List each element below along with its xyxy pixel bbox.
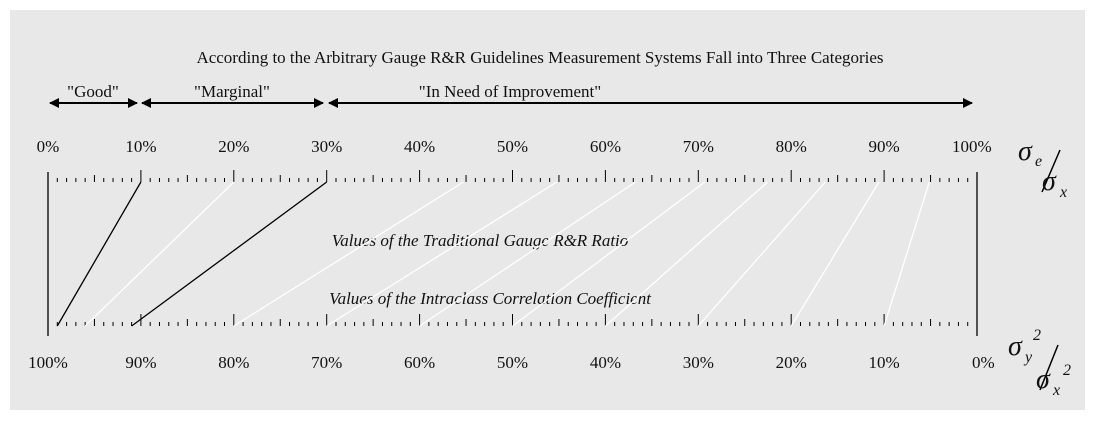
mapping-line [790,181,880,327]
mapping-line [131,181,328,327]
top-tick-label: 80% [776,137,807,156]
caption: Values of the Traditional Gauge R&R Rati… [332,231,629,250]
bottom-tick-label: 30% [683,353,714,372]
top-tick-label: 30% [311,137,342,156]
bottom-tick-label: 60% [404,353,435,372]
top-tick-label: 70% [683,137,714,156]
top-tick-label: 100% [952,137,992,156]
mapping-line [84,181,235,327]
symbol: σ [1036,364,1051,395]
bottom-symbol: σ y 2 σ x 2 [1008,327,1071,399]
symbol: σ [1042,166,1057,197]
top-tick-label: 10% [125,137,156,156]
category-label: "Marginal" [194,82,270,101]
symbol: e [1035,153,1042,170]
top-tick-label: 50% [497,137,528,156]
top-symbol: σ e σ x [1018,136,1067,201]
category-label: "Good" [67,82,119,101]
mapping-line [419,181,636,327]
top-tick-label: 40% [404,137,435,156]
fraction-slash [1039,344,1059,391]
symbol: y [1023,349,1033,366]
symbol: x [1059,184,1067,201]
top-tick-label: 90% [869,137,900,156]
bottom-tick-label: 0% [972,353,995,372]
symbol: σ [1008,331,1023,362]
scales: 0% 10% 20% 30% 40% 50% 60% 70% 80% 90% 100% 100% 90%… [28,137,995,372]
background [10,10,1085,410]
symbol: x [1052,382,1060,399]
top-tick-label: 0% [37,137,60,156]
bottom-tick-label: 90% [125,353,156,372]
top-tick-label: 60% [590,137,621,156]
bottom-tick-label: 70% [311,353,342,372]
fraction-slash [1041,149,1061,193]
bottom-tick-label: 80% [218,353,249,372]
top-tick-label: 20% [218,137,249,156]
mapping-line [326,181,558,327]
symbol: 2 [1063,362,1071,379]
mapping-line [233,181,464,327]
bottom-tick-label: 50% [497,353,528,372]
bottom-tick-label: 10% [869,353,900,372]
mapping-line [512,181,706,327]
title: According to the Arbitrary Gauge R&R Gui… [196,48,883,67]
symbol: 2 [1033,327,1041,344]
symbol: σ [1018,136,1033,167]
caption: Values of the Intraclass Correlation Coe… [329,289,652,308]
mapping-line [604,181,769,327]
mapping-line [56,181,142,327]
bottom-tick-label: 20% [776,353,807,372]
bottom-tick-label: 40% [590,353,621,372]
mapping-line [883,181,930,327]
mapping-line [697,181,826,327]
category-label: "In Need of Improvement" [419,82,601,101]
bottom-tick-label: 100% [28,353,68,372]
